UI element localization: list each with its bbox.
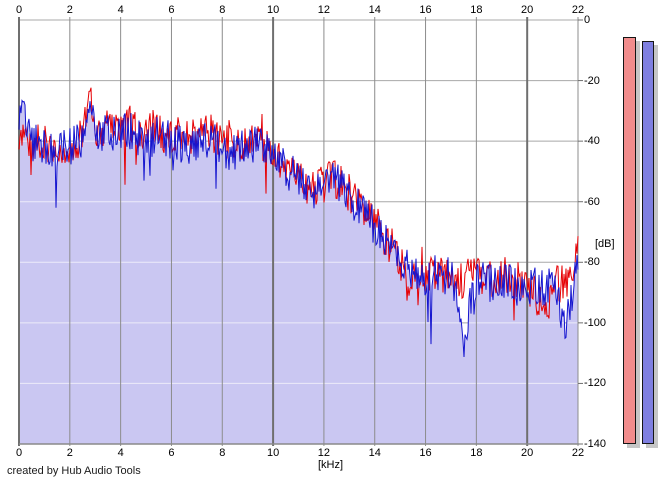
- x-tick-label-top: 14: [368, 4, 381, 16]
- x-tick-label-bottom: 0: [15, 447, 23, 459]
- x-tick-label-top: 16: [419, 4, 432, 16]
- x-tick-label-top: 8: [219, 4, 226, 16]
- x-tick-label-bottom: 12: [317, 447, 331, 459]
- x-tick-label-top: 6: [168, 4, 175, 16]
- y-tick-label: -120: [584, 377, 607, 390]
- credit-text: created by Hub Audio Tools: [7, 465, 141, 477]
- x-tick-label-top: 12: [317, 4, 331, 16]
- x-tick-label-top: 18: [470, 4, 483, 16]
- y-tick-label: -60: [584, 195, 600, 208]
- y-tick-label: -140: [584, 438, 607, 450]
- x-tick-label-bottom: 14: [368, 447, 381, 459]
- x-tick-label-bottom: 20: [521, 447, 534, 459]
- level-meter-left: [623, 36, 636, 444]
- x-tick-label-top: 20: [521, 4, 534, 16]
- x-tick-label-bottom: 6: [168, 447, 175, 459]
- y-tick-label: -20: [584, 74, 600, 87]
- x-tick-label-bottom: 4: [117, 447, 124, 459]
- x-tick-label-bottom: 18: [470, 447, 483, 459]
- y-tick-label: -100: [584, 316, 607, 329]
- x-tick-label-top: 10: [266, 4, 280, 16]
- level-meter-right: [642, 40, 654, 444]
- x-tick-label-top: 2: [66, 4, 73, 16]
- x-tick-label-bottom: 10: [266, 447, 280, 459]
- red-spectrum-trace: [18, 87, 579, 321]
- x-tick-label-bottom: 16: [419, 447, 432, 459]
- x-tick-label-bottom: 22: [571, 447, 585, 459]
- y-tick-label: -80: [584, 256, 600, 269]
- blue-spectrum-trace: [18, 99, 579, 358]
- x-tick-label-top: 22: [571, 4, 585, 16]
- y-tick-label: 0: [584, 14, 591, 26]
- x-tick-label-bottom: 8: [219, 447, 226, 459]
- db-axis-title: [dB]: [595, 238, 615, 250]
- khz-axis-title: [kHz]: [318, 459, 344, 471]
- y-tick-label: -40: [584, 135, 600, 148]
- x-tick-label-top: 0: [15, 4, 23, 16]
- blue-fill-area: [19, 100, 578, 444]
- x-tick-label-bottom: 2: [66, 447, 73, 459]
- x-tick-label-top: 4: [117, 4, 124, 16]
